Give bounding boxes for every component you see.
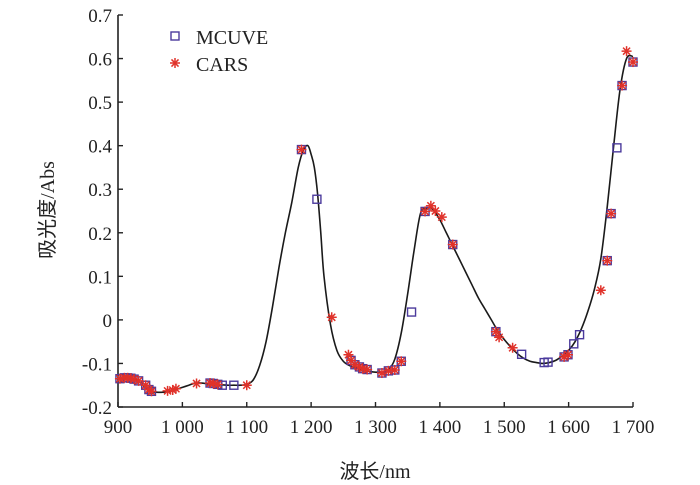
cars-point (133, 375, 144, 386)
x-tick-label: 900 (104, 417, 133, 438)
x-ticks: 900 1 000 1 100 1 200 1 300 1 400 1 500 1 600 1 … (104, 402, 655, 438)
mcuve-point (406, 307, 417, 317)
cars-point (602, 255, 613, 266)
cars-point (606, 208, 617, 219)
y-ticks: -0.2 -0.1 0 0.1 0.2 0.3 0.4 0.5 0.6 0.7 (82, 6, 123, 419)
y-tick-label: 0 (103, 311, 113, 332)
x-tick-label: 1 200 (290, 417, 333, 438)
x-tick-label: 1 100 (225, 417, 268, 438)
y-tick-label: 0.7 (88, 6, 112, 27)
x-tick-label: 1 000 (161, 417, 204, 438)
legend: MCUVE CARS (170, 27, 268, 76)
cars-point (628, 57, 638, 68)
cars-point (167, 385, 178, 396)
mcuve-series (115, 57, 638, 397)
cars-series (114, 46, 638, 397)
x-tick-label: 1 300 (354, 417, 397, 438)
cars-point (430, 206, 441, 216)
cars-point (617, 80, 628, 91)
cars-point (241, 380, 252, 391)
cars-point (362, 364, 373, 375)
x-tick-label: 1 600 (547, 417, 590, 438)
cars-point (507, 342, 518, 353)
cars-point (191, 378, 202, 389)
cars-point (389, 364, 400, 375)
y-tick-label: 0.3 (88, 180, 112, 201)
y-tick-label: 0.5 (88, 93, 112, 114)
cars-point (326, 312, 337, 323)
cars-point (494, 332, 505, 343)
cars-point (208, 378, 219, 389)
x-tick-label: 1 500 (483, 417, 526, 438)
cars-legend-marker (170, 58, 180, 68)
cars-point (146, 386, 157, 397)
mcuve-point (312, 194, 322, 204)
spectrum-curve (117, 54, 634, 394)
cars-point (595, 285, 606, 296)
mcuve-point (612, 143, 622, 153)
legend-mcuve-square-icon (170, 31, 180, 41)
cars-point (296, 144, 307, 155)
mcuve-point (229, 380, 239, 390)
cars-point (436, 212, 447, 223)
y-tick-label: 0.6 (88, 50, 112, 71)
cars-point (170, 383, 181, 394)
x-tick-label: 1 400 (419, 417, 462, 438)
x-tick-label: 1 700 (612, 417, 655, 438)
legend-label-mcuve: MCUVE (196, 27, 268, 49)
y-tick-label: -0.1 (82, 354, 112, 375)
cars-point (383, 365, 394, 376)
cars-point (447, 239, 458, 250)
cars-point (621, 46, 632, 57)
axes: 900 1 000 1 100 1 200 1 300 1 400 1 500 1 600 1 … (82, 6, 654, 438)
y-tick-label: 0.1 (88, 267, 112, 288)
mcuve-point (516, 349, 527, 359)
y-axis-label: 吸光度/Abs (36, 161, 59, 259)
y-tick-label: 0.4 (88, 137, 112, 158)
mcuve-point (569, 339, 579, 349)
cars-point (396, 356, 407, 367)
cars-point (212, 379, 223, 390)
mcuve-point (574, 329, 585, 340)
y-tick-label: 0.2 (88, 224, 112, 245)
legend-cars-asterisk-icon (170, 58, 180, 68)
legend-label-cars: CARS (196, 54, 248, 76)
y-tick-label: -0.2 (82, 398, 112, 419)
x-axis-label: 波长/nm (339, 460, 411, 483)
cars-point (562, 349, 573, 360)
mcuve-point (543, 357, 553, 367)
